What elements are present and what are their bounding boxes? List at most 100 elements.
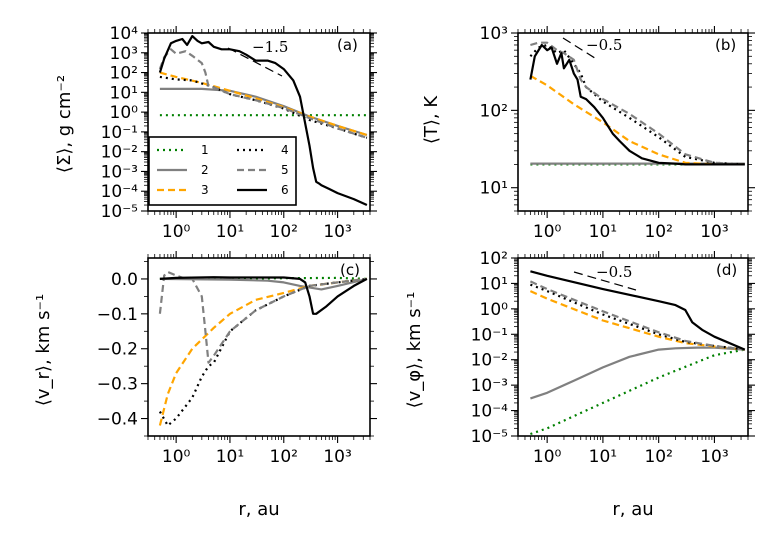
legend-label-5: 5 bbox=[281, 163, 289, 177]
series-2-line bbox=[530, 346, 745, 400]
y-tick-label: 10² bbox=[480, 249, 508, 269]
y-tick-label: 10⁴ bbox=[110, 24, 139, 44]
legend-label-1: 1 bbox=[201, 143, 209, 157]
y-tick-label: −0.1 bbox=[97, 305, 138, 325]
x-tick-label: 10⁰ bbox=[162, 222, 191, 242]
y-tick-label: 10¹ bbox=[110, 83, 138, 103]
series-group-b bbox=[529, 41, 745, 166]
slope-guide-b bbox=[562, 37, 599, 61]
x-ticks-a: 10⁰ 10¹ 10² 10³ bbox=[147, 26, 371, 242]
x-axis-label-d: r, au bbox=[612, 499, 653, 520]
series-3-line bbox=[158, 277, 368, 426]
y-tick-label: 10¹ bbox=[480, 179, 508, 199]
y-tick-label: −0.2 bbox=[97, 340, 138, 360]
x-tick-label: 10³ bbox=[700, 222, 728, 242]
legend-label-3: 3 bbox=[201, 183, 209, 197]
y-axis-label-c: ⟨v_r⟩, km s⁻¹ bbox=[33, 294, 54, 406]
slope-guide-a bbox=[227, 47, 283, 77]
y-tick-label: 10⁻⁵ bbox=[471, 427, 508, 447]
series-6-line bbox=[159, 276, 368, 315]
series-4-line bbox=[530, 283, 745, 351]
series-5-line bbox=[158, 270, 368, 364]
panel-c: 10⁰ 10¹ 10² 10³ 0.0 −0.1 −0.2 −0.3 −0.4 (c) ⟨v_… bbox=[33, 251, 377, 520]
series-5-line bbox=[158, 48, 368, 139]
y-tick-label: 10³ bbox=[480, 24, 508, 44]
series-group-a bbox=[158, 34, 368, 207]
x-tick-label: 10² bbox=[270, 222, 298, 242]
x-tick-label: 10³ bbox=[323, 222, 351, 242]
series-1-line bbox=[530, 348, 745, 436]
y-axis-label-d: ⟨v_φ⟩, km s⁻¹ bbox=[404, 292, 425, 409]
slope-annotation-b: −0.5 bbox=[562, 36, 622, 61]
y-tick-label: 10² bbox=[110, 64, 138, 84]
y-tick-label: 10⁻³ bbox=[471, 376, 508, 396]
y-tick-label: 10⁻⁴ bbox=[101, 182, 139, 202]
y-tick-label: 10⁻² bbox=[471, 351, 508, 371]
y-tick-label: 10² bbox=[480, 101, 508, 121]
legend-label-6: 6 bbox=[281, 183, 289, 197]
y-tick-label: 10⁻¹ bbox=[101, 123, 138, 143]
y-tick-label: 10⁻³ bbox=[101, 162, 138, 182]
y-tick-label: 10⁰ bbox=[480, 300, 509, 320]
x-tick-label: 10¹ bbox=[216, 447, 244, 467]
slope-annotation-d: −0.5 bbox=[573, 263, 637, 291]
y-ticks-d: 10⁻⁵ 10⁻⁴ 10⁻³ 10⁻² 10⁻¹ 10⁰ 10¹ 10² bbox=[471, 249, 755, 447]
series-6-line bbox=[530, 270, 746, 351]
y-tick-label: 0.0 bbox=[111, 270, 138, 290]
slope-label-a: −1.5 bbox=[252, 38, 288, 56]
x-tick-label: 10⁰ bbox=[533, 447, 562, 467]
slope-guide-d bbox=[573, 271, 637, 291]
x-tick-label: 10⁰ bbox=[533, 222, 562, 242]
panel-a: 10⁰ 10¹ 10² 10³ 10⁻⁵10⁻⁴10⁻³10⁻²10⁻¹10⁰10¹1… bbox=[54, 24, 377, 242]
panel-label-c: (c) bbox=[340, 261, 360, 279]
y-tick-label: 10⁻² bbox=[101, 143, 138, 163]
series-5-line bbox=[530, 41, 745, 166]
y-tick-label: 10⁻⁵ bbox=[101, 202, 138, 222]
series-6-line bbox=[158, 34, 368, 207]
y-tick-label: 10⁻¹ bbox=[471, 325, 508, 345]
series-3-line bbox=[529, 290, 745, 351]
panel-b: 10⁰ 10¹ 10² 10³ 10¹ 10² 10³ (b) −0.5 ⟨T⟩, K bbox=[421, 24, 755, 242]
x-ticks-c: 10⁰ 10¹ 10² 10³ bbox=[147, 251, 371, 467]
x-tick-label: 10⁰ bbox=[162, 447, 191, 467]
y-axis-label-a: ⟨Σ⟩, g cm⁻² bbox=[54, 75, 75, 173]
panel-d: 10⁰ 10¹ 10² 10³ 10⁻⁵10⁻⁴10⁻³10⁻²10⁻¹10⁰10¹1… bbox=[404, 249, 755, 520]
panel-label-b: (b) bbox=[715, 36, 736, 54]
series-6-line bbox=[529, 43, 745, 166]
series-3-line bbox=[529, 74, 745, 166]
x-ticks-b: 10⁰ 10¹ 10² 10³ bbox=[517, 26, 749, 242]
y-tick-label: 10³ bbox=[110, 44, 138, 64]
axes-frame-d bbox=[517, 257, 749, 437]
series-5-line bbox=[529, 280, 745, 351]
series-group-d bbox=[529, 270, 746, 436]
legend: 1 2 3 4 5 6 bbox=[148, 136, 297, 206]
axes-frame-b bbox=[517, 32, 749, 212]
slope-annotation-a: −1.5 bbox=[227, 38, 288, 77]
x-tick-label: 10² bbox=[644, 222, 672, 242]
x-ticks-d: 10⁰ 10¹ 10² 10³ bbox=[517, 251, 749, 467]
x-axis-label-c: r, au bbox=[238, 499, 279, 520]
x-tick-label: 10¹ bbox=[589, 447, 617, 467]
series-2-line bbox=[159, 87, 368, 137]
y-tick-label: 10⁰ bbox=[110, 103, 139, 123]
x-tick-label: 10³ bbox=[700, 447, 728, 467]
axes-frame-a bbox=[147, 32, 371, 212]
y-tick-label: 10¹ bbox=[480, 274, 508, 294]
x-tick-label: 10¹ bbox=[589, 222, 617, 242]
legend-label-2: 2 bbox=[201, 163, 209, 177]
slope-label-b: −0.5 bbox=[586, 36, 622, 54]
y-ticks-c: 0.0 −0.1 −0.2 −0.3 −0.4 bbox=[97, 261, 377, 437]
slope-label-d: −0.5 bbox=[596, 263, 632, 281]
panel-label-a: (a) bbox=[337, 36, 358, 54]
x-tick-label: 10² bbox=[644, 447, 672, 467]
series-1-line bbox=[159, 276, 367, 280]
legend-label-4: 4 bbox=[281, 143, 289, 157]
series-2-line bbox=[159, 277, 368, 291]
panel-label-d: (d) bbox=[716, 261, 737, 279]
y-tick-label: −0.3 bbox=[97, 375, 138, 395]
y-ticks-b: 10¹ 10² 10³ bbox=[480, 24, 755, 212]
x-tick-label: 10³ bbox=[323, 447, 351, 467]
axes-frame-c bbox=[147, 257, 371, 437]
